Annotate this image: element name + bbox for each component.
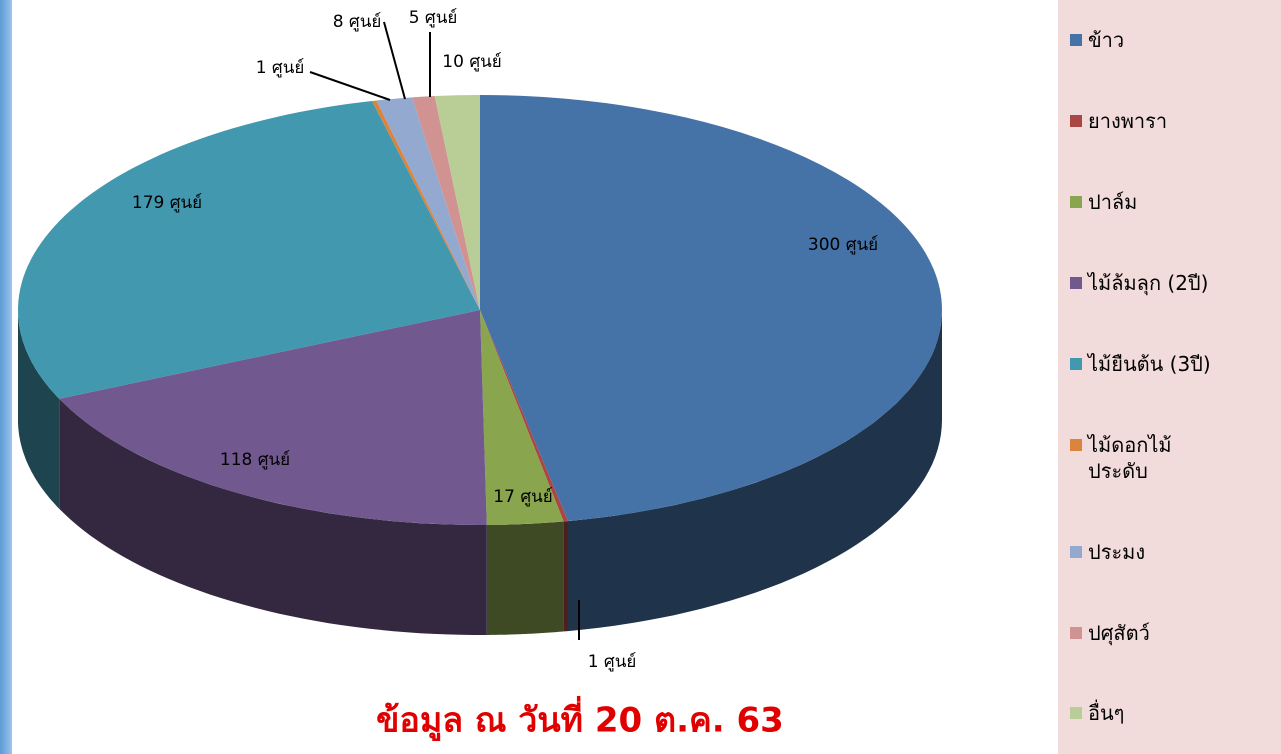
legend-label: ปาล์ม — [1088, 190, 1138, 215]
chart: 300 ศูนย์ 1 ศูนย์ 17 ศูนย์ 118 ศูนย์ 179 ศูน… — [17, 8, 943, 742]
legend-item: ประมง — [1070, 539, 1220, 565]
legend-item: ไม้ล้มลุก (2ปี) — [1070, 270, 1220, 296]
legend-swatch — [1070, 545, 1082, 558]
legend-label: ข้าว — [1088, 28, 1125, 53]
legend-label: ไม้ล้มลุก (2ปี) — [1088, 271, 1209, 296]
legend-item: ไม้ยืนต้น (3ปี) — [1070, 351, 1220, 377]
slice-side — [59, 398, 487, 635]
annotation: ข้อมูล ณ วันที่ 20 ต.ค. 63 — [376, 696, 784, 742]
data-label: 1 ศูนย์ — [588, 652, 637, 672]
slice — [376, 97, 480, 311]
legend: ข้าวยางพาราปาล์มไม้ล้มลุก (2ปี) ไม้ยืนต้น… — [1058, 0, 1281, 754]
legend-label: ไม้ยืนต้น (3ปี) — [1088, 351, 1211, 376]
legend-swatch — [1070, 115, 1082, 128]
slice — [480, 310, 569, 522]
slice — [480, 310, 564, 525]
data-label: 179 ศูนย์ — [132, 193, 202, 213]
data-label: 17 ศูนย์ — [493, 487, 552, 507]
slice — [371, 100, 480, 310]
legend-item: ปาล์ม — [1070, 189, 1220, 215]
slice — [434, 95, 480, 310]
legend-label: ปศุสัตว์ — [1088, 620, 1150, 645]
legend-swatch — [1070, 707, 1082, 720]
slice — [17, 100, 481, 399]
side-strip — [0, 0, 12, 754]
legend-label: อื่นๆ — [1088, 701, 1125, 726]
legend-item: ข้าว — [1070, 27, 1220, 53]
legend-label: ประมง — [1088, 539, 1146, 564]
legend-label: ไม้ดอกไม้ประดับ — [1088, 432, 1172, 483]
legend-item: ยางพารา — [1070, 108, 1220, 134]
legend-swatch — [1070, 196, 1082, 209]
legend-item: อื่นๆ — [1070, 700, 1220, 726]
slice — [480, 95, 943, 522]
leader-line — [309, 71, 391, 101]
leader-line — [383, 21, 406, 100]
legend-swatch — [1070, 626, 1082, 639]
legend-swatch — [1070, 438, 1082, 451]
legend-swatch — [1070, 34, 1082, 47]
legend-label: ยางพารา — [1088, 109, 1168, 134]
legend-item: ปศุสัตว์ — [1070, 620, 1220, 646]
slice-side — [568, 310, 942, 632]
data-label: 10 ศูนย์ — [442, 52, 501, 72]
slice-side — [486, 521, 564, 635]
data-label: 5 ศูนย์ — [409, 8, 458, 28]
data-label: 1 ศูนย์ — [256, 58, 305, 78]
slice-side — [18, 310, 60, 509]
slice — [59, 310, 487, 525]
data-label: 118 ศูนย์ — [220, 450, 290, 470]
slice-side — [563, 521, 568, 632]
legend-swatch — [1070, 357, 1082, 370]
data-label: 300 ศูนย์ — [808, 235, 878, 255]
legend-item: ไม้ดอกไม้ประดับ — [1070, 432, 1220, 484]
slice — [412, 96, 480, 311]
legend-swatch — [1070, 277, 1082, 290]
data-label: 8 ศูนย์ — [333, 12, 382, 32]
